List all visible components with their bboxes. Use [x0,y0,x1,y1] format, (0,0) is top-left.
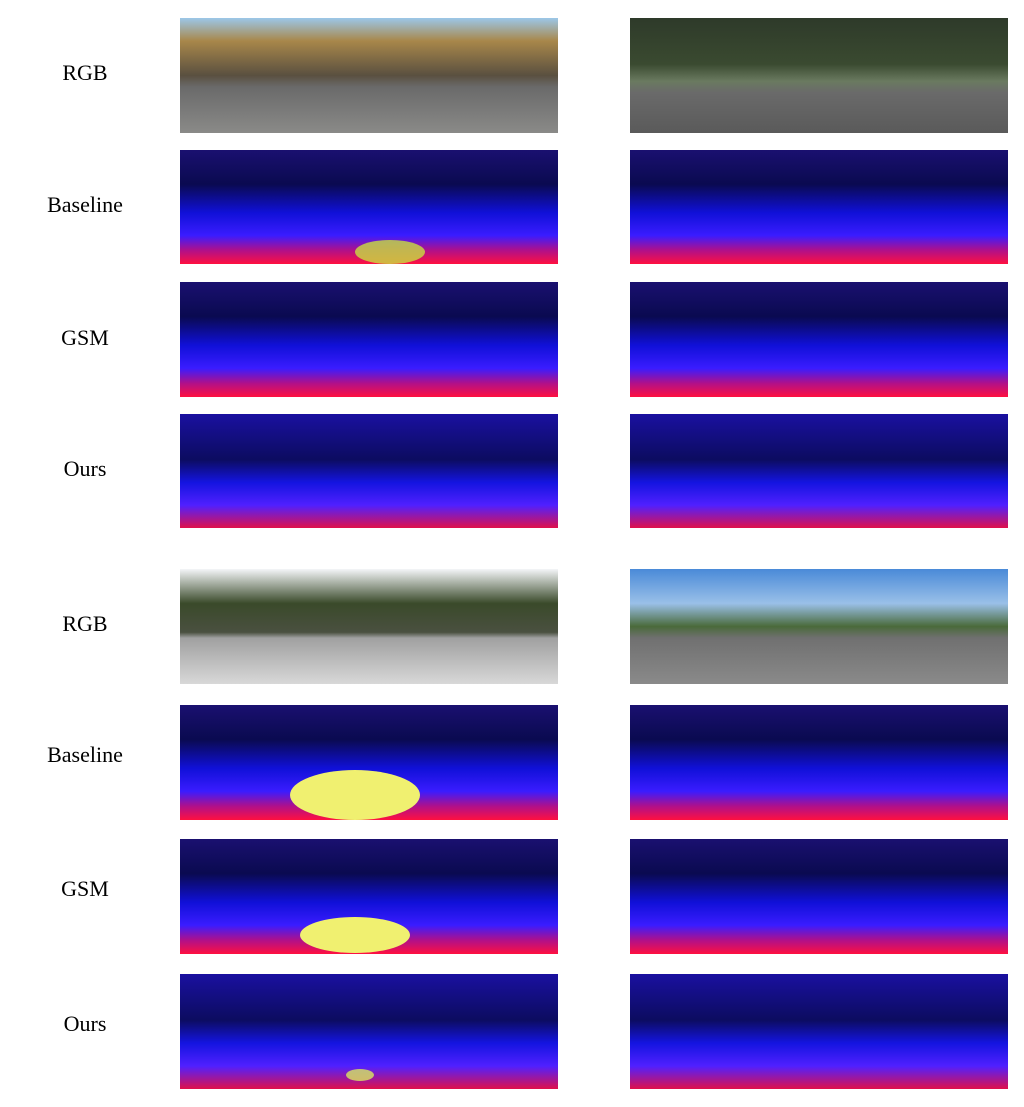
error-region [300,917,410,953]
depth-map [630,282,1008,397]
depth-map [180,974,558,1089]
depth-map [630,974,1008,1089]
depth-map [630,839,1008,954]
depth-map [630,414,1008,528]
error-region [355,240,425,264]
rgb-image [630,18,1008,133]
row-label: Baseline [47,742,123,767]
error-region [290,770,420,820]
error-region [346,1069,374,1081]
depth-map [630,150,1008,264]
row-label: Baseline [47,192,123,217]
depth-map [180,282,558,397]
rgb-image [180,18,558,133]
row-label: RGB [62,611,107,636]
row-label: Ours [64,456,107,481]
row-label: Ours [64,1011,107,1036]
depth-map [180,414,558,528]
row-label: GSM [61,876,109,901]
row-label: GSM [61,325,109,350]
row-label: RGB [62,60,107,85]
rgb-image [630,569,1008,684]
rgb-image [180,569,558,684]
depth-map [630,705,1008,820]
